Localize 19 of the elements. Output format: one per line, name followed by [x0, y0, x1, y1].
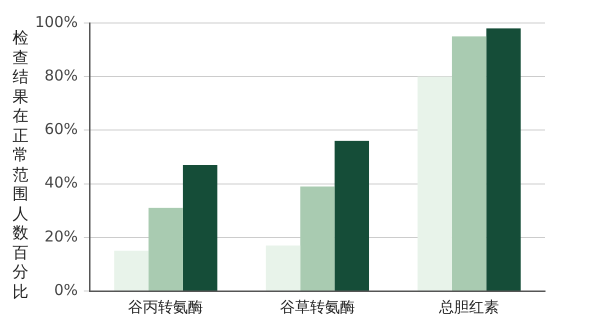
bar	[418, 76, 452, 290]
bar	[452, 36, 486, 290]
text: 检查结果在正常范围人数百分比	[12, 28, 28, 300]
bar	[114, 250, 149, 290]
bar	[300, 186, 335, 290]
bar	[334, 140, 370, 290]
bar	[486, 28, 521, 290]
bar	[182, 165, 218, 290]
y-tick-label: 0%	[54, 280, 78, 299]
x-tick-label: 总胆红素	[438, 298, 500, 316]
x-tick-label: 谷草转氨酶	[280, 298, 355, 316]
bar	[266, 245, 300, 290]
y-tick-label: 40%	[44, 174, 78, 192]
y-tick-label: 80%	[44, 66, 78, 84]
y-tick-label: 100%	[34, 12, 78, 31]
bar	[148, 208, 183, 290]
x-tick-label: 谷丙转氨酶	[128, 298, 204, 316]
y-tick-label: 60%	[44, 120, 78, 138]
y-tick-label: 20%	[44, 227, 78, 246]
